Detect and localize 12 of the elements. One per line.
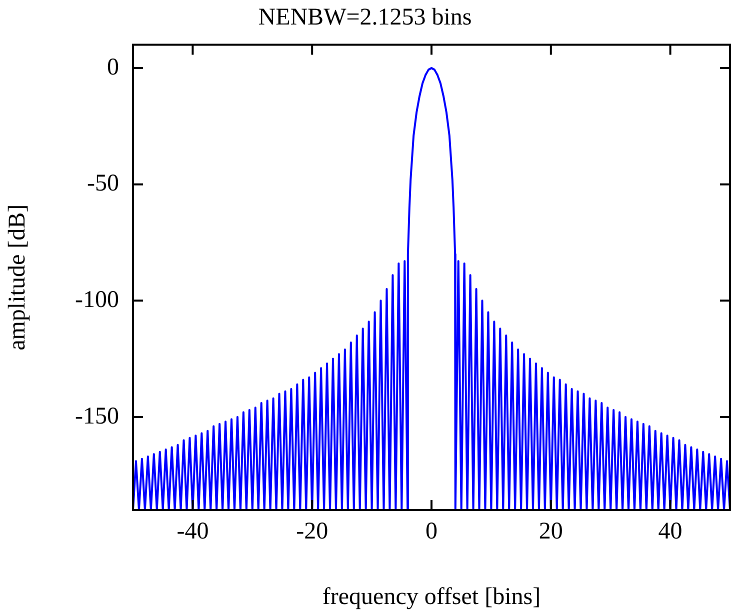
x-tick-label: 0: [426, 518, 438, 545]
x-tick-label: -20: [296, 518, 328, 545]
x-axis-title: frequency offset [bins]: [322, 584, 541, 610]
x-tick-label: 20: [538, 518, 563, 545]
x-tick-label: 40: [658, 518, 682, 545]
y-tick-label: -100: [75, 286, 119, 313]
y-axis-title: amplitude [dB]: [4, 204, 31, 350]
y-tick-label: -50: [87, 170, 119, 197]
x-tick-label: -40: [176, 518, 209, 545]
chart-title: NENBW=2.1253 bins: [258, 4, 472, 31]
y-tick-label: -150: [75, 403, 119, 430]
y-tick-label: 0: [107, 54, 119, 80]
